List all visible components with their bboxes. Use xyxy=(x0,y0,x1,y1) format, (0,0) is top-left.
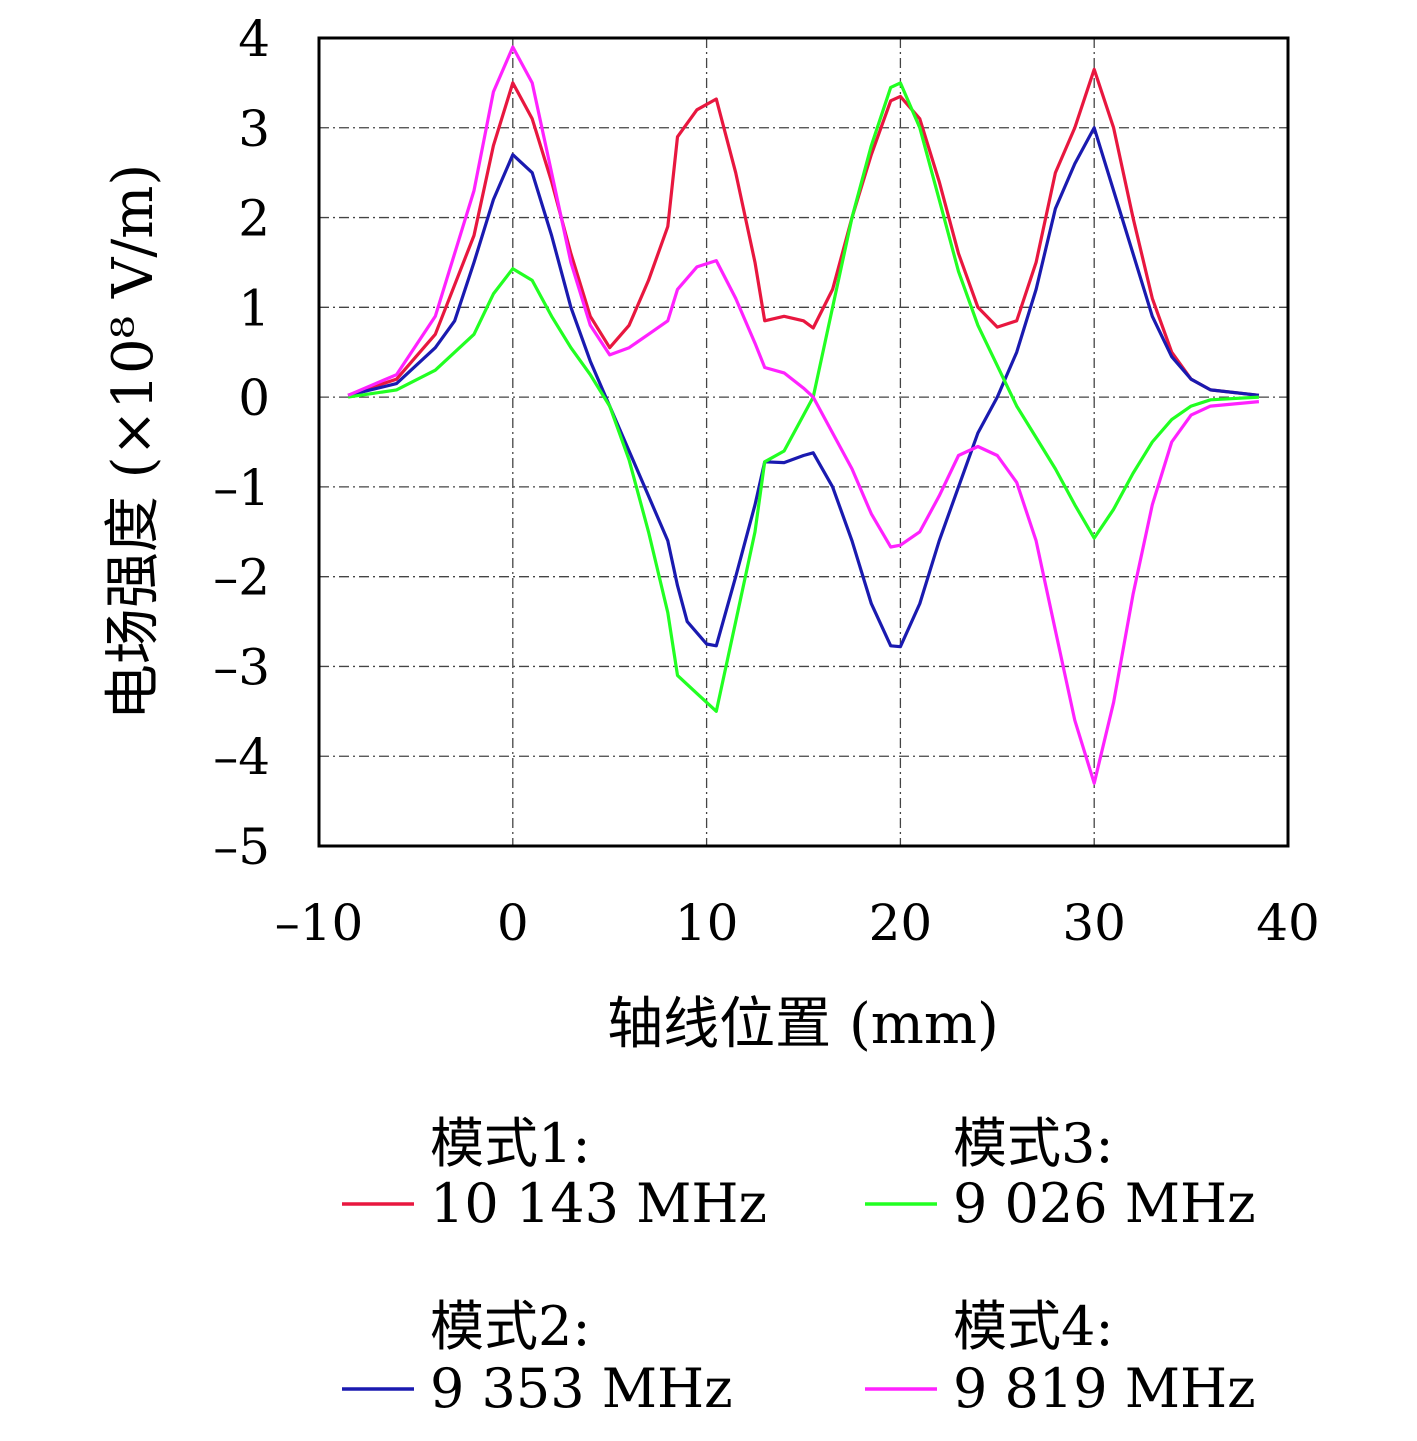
y-tick-label: 4 xyxy=(238,10,270,68)
y-tick-label: 3 xyxy=(238,100,270,158)
legend-frequency-label: 10 143 MHz xyxy=(430,1172,767,1235)
x-axis-title: 轴线位置 (mm) xyxy=(607,992,999,1057)
series-lines xyxy=(347,45,1260,785)
y-tick-label: –1 xyxy=(213,459,270,517)
y-tick-label: –3 xyxy=(213,638,270,696)
y-tick-label: 2 xyxy=(238,190,270,248)
legend-item-2: 模式2:9 353 MHz xyxy=(342,1295,733,1420)
legend-mode-title: 模式1: xyxy=(430,1112,591,1175)
legend-frequency-label: 9 353 MHz xyxy=(430,1357,733,1420)
grid-lines xyxy=(319,38,1288,846)
y-axis-title: 电场强度 (×10⁸ V/m) xyxy=(101,164,166,720)
y-tick-labels: 4 3 2 1 0 –1 –2 –3 –4 –5 xyxy=(213,10,270,876)
x-tick-label: 30 xyxy=(1062,894,1126,952)
legend-item-1: 模式1:10 143 MHz xyxy=(342,1112,767,1235)
legend-item-3: 模式3:9 026 MHz xyxy=(865,1112,1256,1235)
legend-frequency-label: 9 819 MHz xyxy=(953,1357,1256,1420)
legend-item-4: 模式4:9 819 MHz xyxy=(865,1295,1256,1420)
legend-frequency-label: 9 026 MHz xyxy=(953,1172,1256,1235)
x-tick-label: 20 xyxy=(869,894,933,952)
series-line-2 xyxy=(347,126,1260,649)
x-tick-label: –10 xyxy=(275,894,364,952)
y-tick-label: –4 xyxy=(213,728,270,786)
y-tick-label: –5 xyxy=(213,818,270,876)
legend-mode-title: 模式3: xyxy=(953,1112,1114,1175)
y-tick-label: 1 xyxy=(238,279,270,337)
legend: 模式1:10 143 MHz 模式2:9 353 MHz 模式3:9 026 MHz… xyxy=(342,1112,1256,1420)
x-tick-label: 10 xyxy=(675,894,739,952)
plot-frame xyxy=(317,36,1290,848)
x-tick-labels: –10 0 10 20 30 40 xyxy=(275,894,1320,952)
x-tick-label: 40 xyxy=(1256,894,1320,952)
y-tick-label: 0 xyxy=(238,369,270,427)
y-tick-label: –2 xyxy=(213,549,270,607)
legend-mode-title: 模式2: xyxy=(430,1295,591,1358)
x-tick-label: 0 xyxy=(497,894,529,952)
legend-mode-title: 模式4: xyxy=(953,1295,1114,1358)
series-line-4 xyxy=(347,45,1260,785)
